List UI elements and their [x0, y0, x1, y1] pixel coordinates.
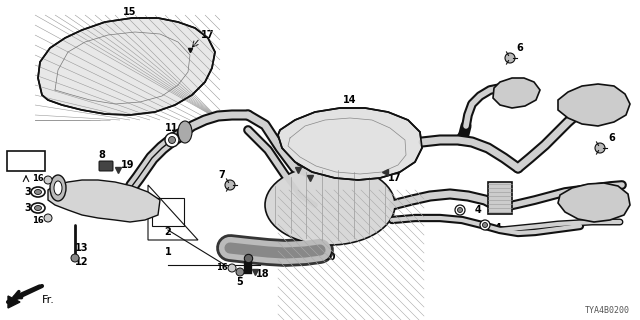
Text: TYA4B0200: TYA4B0200 — [585, 306, 630, 315]
Circle shape — [458, 207, 463, 212]
Text: 8: 8 — [99, 150, 106, 160]
Text: E-4: E-4 — [18, 156, 34, 165]
Text: 6: 6 — [609, 133, 616, 143]
Polygon shape — [38, 18, 215, 115]
Text: 16: 16 — [32, 215, 44, 225]
FancyBboxPatch shape — [99, 161, 113, 171]
Ellipse shape — [35, 205, 42, 211]
Text: 13: 13 — [76, 243, 89, 253]
Circle shape — [595, 143, 605, 153]
Text: 11: 11 — [165, 123, 179, 133]
Text: Fr.: Fr. — [42, 295, 54, 305]
Circle shape — [44, 176, 52, 184]
Polygon shape — [558, 183, 630, 222]
Circle shape — [228, 264, 236, 272]
Text: 18: 18 — [256, 269, 270, 279]
Text: 17: 17 — [285, 175, 299, 185]
Text: 1: 1 — [164, 247, 172, 257]
Text: 5: 5 — [237, 277, 243, 287]
Polygon shape — [48, 180, 160, 222]
Circle shape — [71, 254, 79, 262]
Circle shape — [483, 222, 488, 228]
Polygon shape — [493, 78, 540, 108]
Text: 7: 7 — [219, 170, 225, 180]
Text: 15: 15 — [124, 7, 137, 17]
Polygon shape — [278, 108, 422, 180]
Text: 3: 3 — [24, 203, 31, 213]
FancyBboxPatch shape — [488, 182, 512, 214]
Text: 12: 12 — [76, 257, 89, 267]
Circle shape — [505, 53, 515, 63]
Text: 16: 16 — [32, 173, 44, 182]
Text: 10: 10 — [323, 252, 337, 262]
Polygon shape — [558, 84, 630, 126]
Text: 2: 2 — [164, 227, 172, 237]
Text: 19: 19 — [121, 160, 135, 170]
Circle shape — [455, 205, 465, 215]
Circle shape — [165, 133, 179, 147]
Text: 6: 6 — [516, 43, 524, 53]
Text: 17: 17 — [388, 173, 402, 183]
Polygon shape — [8, 296, 20, 308]
Text: 14: 14 — [343, 95, 356, 105]
Text: 9: 9 — [255, 253, 261, 263]
Text: 16: 16 — [216, 263, 228, 273]
Ellipse shape — [35, 189, 42, 195]
Text: 17: 17 — [308, 181, 322, 191]
Circle shape — [168, 137, 175, 143]
Ellipse shape — [265, 165, 395, 245]
Ellipse shape — [54, 181, 62, 195]
Circle shape — [480, 220, 490, 230]
Text: 3: 3 — [24, 187, 31, 197]
Ellipse shape — [50, 175, 66, 201]
FancyBboxPatch shape — [7, 151, 45, 171]
Text: 4: 4 — [475, 205, 481, 215]
Text: 4: 4 — [495, 223, 501, 233]
Circle shape — [236, 268, 244, 276]
Circle shape — [225, 180, 235, 190]
Text: 17: 17 — [201, 30, 215, 40]
Ellipse shape — [178, 121, 192, 143]
Circle shape — [44, 214, 52, 222]
